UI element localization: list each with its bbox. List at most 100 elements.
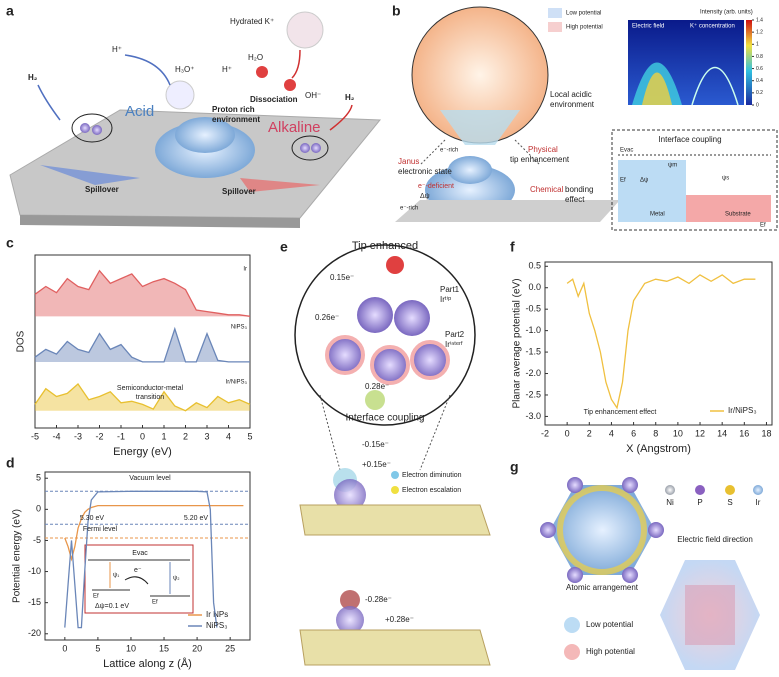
label: Δψ (420, 193, 430, 200)
label: Electric field (632, 24, 664, 30)
x-tick-label: 4 (609, 428, 614, 438)
colorbar-tick-label: 0.2 (756, 90, 763, 96)
annotation: Tip enhancement effect (584, 409, 657, 416)
label: -0.28e⁻ (365, 595, 392, 604)
label: Evac (620, 148, 633, 154)
y-tick-label: 0.0 (528, 282, 541, 292)
panel-a-art (9, 11, 382, 228)
y-axis-label: Planar average potential (eV) (512, 278, 523, 408)
x-tick-label: 6 (631, 428, 636, 438)
label: Spillover (85, 185, 119, 194)
colorbar-tick-label: 0.8 (756, 54, 763, 60)
label: K⁺ concentration (690, 23, 735, 30)
series-label: Ir/NiPS₃ (226, 380, 248, 386)
label: Interface coupling (346, 413, 425, 424)
label: Chemical (530, 185, 564, 194)
legend-label: High potential (566, 25, 603, 31)
label: Intensity (arb. units) (700, 10, 753, 16)
colorbar-tick-label: 0.6 (756, 66, 763, 72)
panel-label: g (510, 459, 519, 475)
series-label: Ir (243, 266, 247, 272)
colorbar-tick-label: 0 (756, 102, 759, 108)
legend-label: Ir/NiPS₃ (728, 406, 757, 415)
x-tick-label: 10 (126, 643, 136, 653)
plot-frame (44, 471, 251, 641)
annotation: transition (136, 394, 165, 401)
label: Irᵗⁱᵖ (440, 295, 451, 304)
label: OH⁻ (305, 91, 321, 100)
label: tip enhancement (510, 155, 570, 164)
label: Ef (760, 223, 766, 229)
x-tick-label: -4 (52, 431, 60, 441)
line (566, 274, 756, 410)
area (35, 384, 250, 411)
x-tick-label: -2 (541, 428, 549, 438)
label: electronic state (398, 167, 452, 176)
series-label: NiPS₃ (231, 324, 248, 330)
label: Substrate (725, 212, 751, 218)
legend-label: S (727, 498, 732, 507)
y-tick-label: -2.5 (525, 389, 541, 399)
panel-b-texts: Low potential High potential Local acidi… (398, 10, 766, 229)
panel-label: c (6, 235, 14, 251)
label: 0.15e⁻ (330, 273, 354, 282)
label: Acid (125, 103, 154, 120)
legend-label: Ni (666, 498, 674, 507)
y-tick-label: 5 (36, 473, 41, 483)
panel-b-art (395, 6, 778, 231)
y-axis-label: Potential energy (eV) (12, 509, 23, 603)
label: Part1 (440, 285, 460, 294)
legend-label: Ir (756, 498, 761, 507)
y-tick-label: 0 (36, 504, 41, 514)
y-tick-label: -10 (28, 566, 41, 576)
line (64, 490, 218, 629)
colorbar-tick-label: 0.4 (756, 78, 763, 84)
label: Atomic arrangement (566, 583, 639, 592)
annotation: 5.20 eV (184, 515, 208, 522)
colorbar-tick-label: 1.4 (756, 17, 763, 23)
label: Electron diminution (402, 472, 462, 479)
y-tick-label: 0.5 (528, 261, 541, 271)
panel-a-texts: H₂ H⁺ H₃O⁺ Hydrated K⁺ H₂O H⁺ Dissociati… (28, 17, 355, 196)
label: bonding (565, 185, 593, 194)
x-tick-label: 16 (739, 428, 749, 438)
label: High potential (586, 647, 635, 656)
x-tick-label: 0 (140, 431, 145, 441)
y-tick-label: -3.0 (525, 411, 541, 421)
x-tick-label: 5 (247, 431, 252, 441)
panel-g-texts: Ni P S Ir Electric field direction Atomi… (566, 498, 761, 656)
x-tick-label: -1 (117, 431, 125, 441)
label: Low potential (586, 620, 633, 629)
x-tick-label: 15 (159, 643, 169, 653)
inset-label: ψ₁ (113, 573, 119, 579)
label: 0.26e⁻ (315, 313, 339, 322)
label: Part2 (445, 330, 465, 339)
line (34, 326, 250, 363)
area (35, 270, 250, 317)
x-tick-label: 5 (95, 643, 100, 653)
panel-d-inset: Evac e⁻ Δψ=0.1 eV Ef Ef ψ₁ ψ₂ (84, 544, 194, 614)
label: Physical (528, 145, 558, 154)
annotation: Vacuum level (129, 475, 171, 482)
label: Electron escalation (402, 487, 461, 494)
label: Ef (620, 178, 626, 184)
legend-label: Ir NPs (206, 610, 228, 619)
inset-label: ψ₂ (173, 576, 180, 582)
inset-label: Δψ=0.1 eV (95, 603, 129, 610)
label: H₃O⁺ (175, 65, 194, 74)
label: 0.28e⁻ (365, 382, 389, 391)
y-tick-label: -1.5 (525, 346, 541, 356)
inset-label: Ef (93, 594, 99, 600)
label: environment (212, 115, 260, 124)
label: Electric field direction (677, 535, 753, 544)
annotation: Fermi level (83, 526, 118, 533)
panel-g-art (540, 477, 763, 670)
label: -0.15e⁻ (362, 440, 389, 449)
legend-label: NiPS₃ (206, 621, 227, 630)
label: H⁺ (112, 45, 122, 54)
inset-label: Ef (152, 600, 158, 606)
x-tick-label: 3 (204, 431, 209, 441)
y-axis-label: DOS (16, 330, 27, 352)
x-tick-label: -3 (74, 431, 82, 441)
